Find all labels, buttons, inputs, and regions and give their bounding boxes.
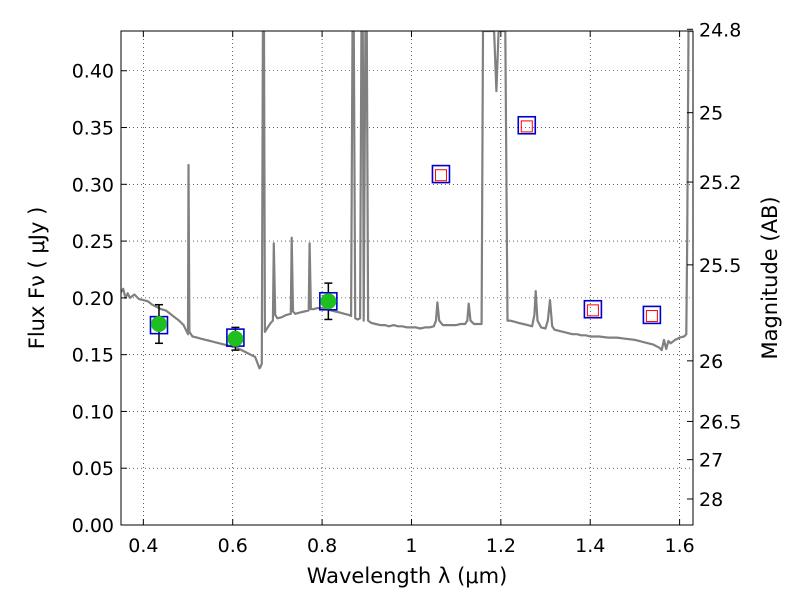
model-flux-box [517,115,537,135]
y-tick-label: 0.00 [72,515,114,537]
x-tick-label: 1.4 [575,535,605,557]
y-tick-label: 0.15 [72,345,114,367]
x-axis-label: Wavelength λ (μm) [307,564,508,588]
y2-tick-label: 24.8 [699,19,741,41]
observed-flux-point [320,293,337,310]
y-tick-label: 0.10 [72,401,114,423]
y-tick-label: 0.30 [72,174,114,196]
y-tick-label: 0.35 [72,118,114,140]
grid [121,31,693,526]
predicted-flux-marker [520,120,533,133]
x-tick-label: 1.2 [486,535,516,557]
y2-axis-label: Magnitude (AB) [758,196,782,359]
predicted-flux-marker [434,169,447,182]
y2-tick-label: 28 [699,489,723,511]
spectrum-line [121,31,693,370]
predicted-flux-marker [586,304,599,317]
y-tick-label: 0.40 [72,61,114,83]
predicted-flux-marker [645,310,658,323]
template-spectrum [121,31,693,370]
model-flux-box [583,299,603,319]
y-tick-label: 0.05 [72,458,114,480]
x-tick-label: 0.4 [128,535,158,557]
observed-flux-point [227,330,244,347]
y2-tick-label: 25.2 [699,172,741,194]
x-tick-label: 1.6 [664,535,694,557]
y2-tick-label: 25.5 [699,255,741,277]
y2-tick-label: 25 [699,103,723,125]
axis-ticks: 0.4 0.6 0.8 1 1.2 1.4 1.6 0.00 0.05 0.10 0.15 0.20 0… [72,19,742,557]
y2-tick-label: 27 [699,450,723,472]
model-flux-box [642,305,662,325]
observed-flux-point [150,315,167,332]
x-tick-label: 0.8 [307,535,337,557]
model-flux-box [319,291,338,311]
y2-tick-label: 26 [699,351,723,373]
y-axis-label: Flux Fν ( μJy ) [25,207,49,350]
y-tick-label: 0.20 [72,288,114,310]
photometry-markers [149,115,662,351]
x-tick-label: 1 [405,535,417,557]
plot-frame [120,30,694,526]
y-tick-label: 0.25 [72,231,114,253]
y2-tick-label: 26.5 [699,411,741,433]
x-tick-label: 0.6 [218,535,248,557]
model-flux-box [431,164,451,184]
